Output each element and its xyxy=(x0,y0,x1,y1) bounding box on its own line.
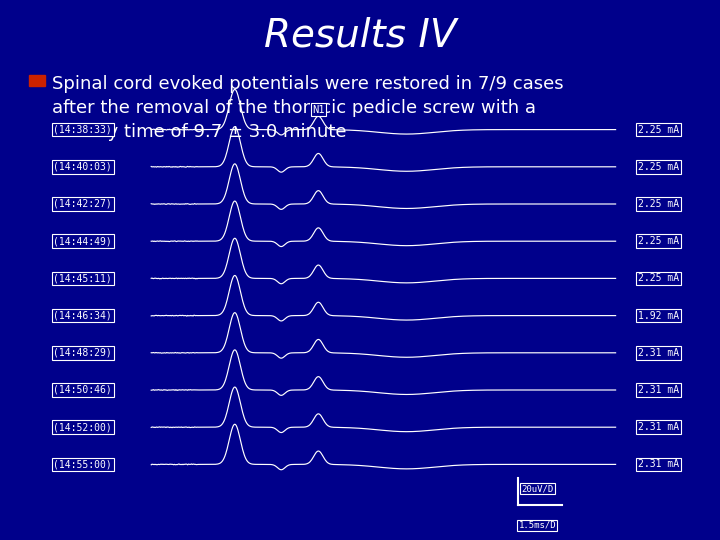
Text: 2.25 mA: 2.25 mA xyxy=(638,125,680,134)
Text: (14:55:00): (14:55:00) xyxy=(53,460,112,469)
Text: 20uV/D: 20uV/D xyxy=(521,484,554,493)
Text: (14:42:27): (14:42:27) xyxy=(53,199,112,209)
Text: (14:38:33): (14:38:33) xyxy=(53,125,112,134)
Text: 2.25 mA: 2.25 mA xyxy=(638,199,680,209)
Text: 2.31 mA: 2.31 mA xyxy=(638,385,680,395)
Text: Results IV: Results IV xyxy=(264,16,456,54)
Text: N1: N1 xyxy=(312,105,325,114)
Text: 2.25 mA: 2.25 mA xyxy=(638,236,680,246)
Text: 2.25 mA: 2.25 mA xyxy=(638,273,680,284)
Text: (14:48:29): (14:48:29) xyxy=(53,348,112,358)
Text: 2.31 mA: 2.31 mA xyxy=(638,422,680,432)
Text: 2.31 mA: 2.31 mA xyxy=(638,460,680,469)
Text: Spinal cord evoked potentials were restored in 7/9 cases
after the removal of th: Spinal cord evoked potentials were resto… xyxy=(52,75,564,141)
Text: (14:52:00): (14:52:00) xyxy=(53,422,112,432)
Text: 2.25 mA: 2.25 mA xyxy=(638,162,680,172)
Text: (14:44:49): (14:44:49) xyxy=(53,236,112,246)
Text: 1.92 mA: 1.92 mA xyxy=(638,310,680,321)
Text: 2.31 mA: 2.31 mA xyxy=(638,348,680,358)
Bar xyxy=(29,75,45,86)
Text: (14:40:03): (14:40:03) xyxy=(53,162,112,172)
Text: (14:45:11): (14:45:11) xyxy=(53,273,112,284)
Text: 1.5ms/D: 1.5ms/D xyxy=(518,521,556,530)
Text: (14:50:46): (14:50:46) xyxy=(53,385,112,395)
Text: (14:46:34): (14:46:34) xyxy=(53,310,112,321)
